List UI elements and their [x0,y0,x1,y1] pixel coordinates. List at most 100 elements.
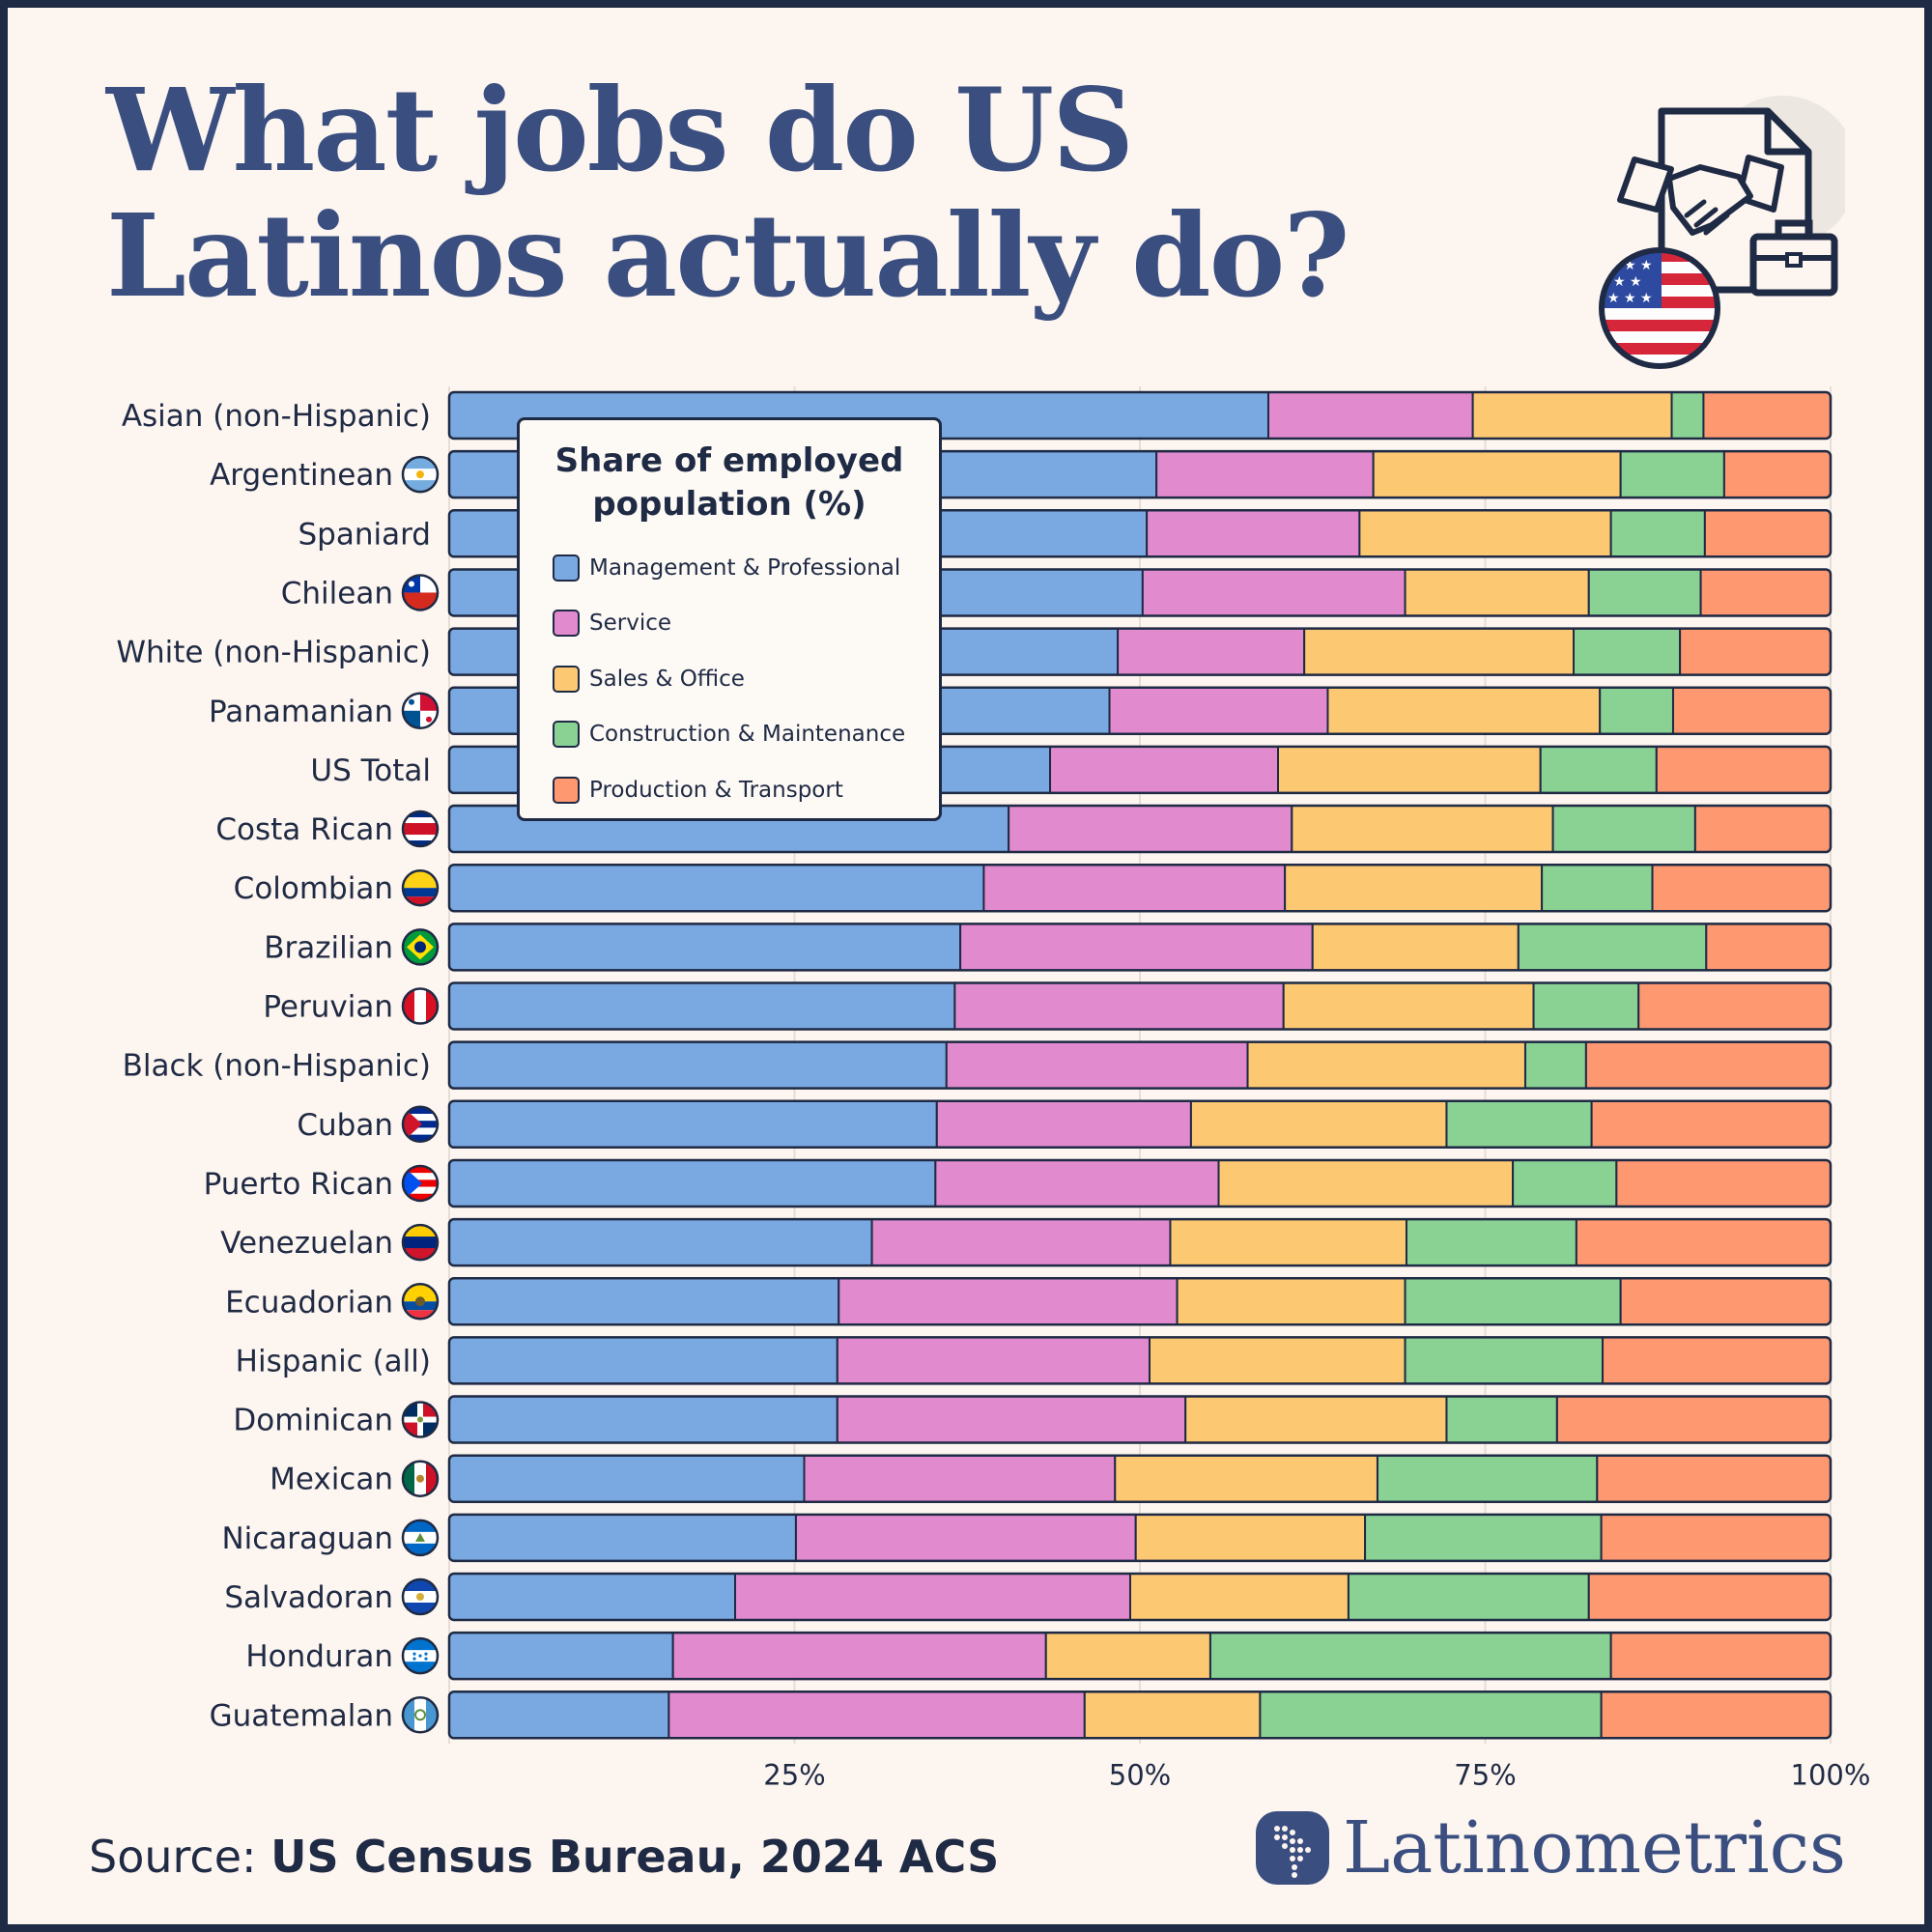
bar-venezuelan-management-professional [449,1219,873,1266]
legend-item-management: Management & Professional [553,540,939,596]
category-label-hispanic-all: Hispanic (all) [236,1344,431,1378]
bar-salvadoran-production-transport [1587,1574,1831,1620]
bar-outline-costa-rican [447,804,1833,854]
bar-costa-rican-construction-maintenance [1551,806,1696,853]
bar-dominican-sales-office [1184,1396,1448,1443]
bar-row-guatemalan [449,1691,1831,1739]
bar-brazilian-sales-office [1311,923,1520,971]
bar-row-mexican [449,1455,1831,1502]
bar-venezuelan-construction-maintenance [1405,1219,1577,1266]
bar-chilean-construction-maintenance [1587,569,1702,616]
bar-row-venezuelan [449,1219,1831,1266]
bar-dominican-production-transport [1555,1396,1831,1443]
bar-outline-puerto-rican [447,1158,1833,1208]
bar-cuban-sales-office [1189,1100,1448,1148]
svg-text:★ ★: ★ ★ [1613,274,1642,290]
nicaragua-flag-icon [401,1519,440,1557]
legend-item-service: Service [553,596,939,652]
bar-peruvian-production-transport [1637,982,1831,1030]
bar-row-cuban [449,1100,1831,1148]
bar-black-non-hispanic-management-professional [449,1041,948,1089]
bar-outline-honduran [447,1631,1833,1681]
category-label-mexican: Mexican [270,1463,393,1497]
bar-puerto-rican-service [934,1159,1220,1207]
svg-text:★ ★ ★: ★ ★ ★ [1607,291,1653,306]
bar-cuban-production-transport [1590,1100,1831,1148]
bar-brazilian-service [959,923,1314,971]
bar-outline-black-non-hispanic [447,1040,1833,1090]
bar-peruvian-construction-maintenance [1532,982,1640,1030]
category-label-dominican: Dominican [233,1404,393,1438]
category-label-salvadoran: Salvadoran [224,1580,393,1615]
bar-white-non-hispanic-production-transport [1679,628,1831,675]
bar-row-salvadoran [449,1574,1831,1620]
chile-flag-icon [401,574,440,611]
bar-outline-asian-non-hispanic [447,390,1833,440]
category-label-panamanian: Panamanian [209,695,393,729]
bar-spaniard-sales-office [1358,510,1612,557]
legend-label-service: Service [589,611,672,637]
category-label-guatemalan: Guatemalan [210,1698,393,1733]
bar-panamanian-sales-office [1326,687,1602,734]
bar-asian-non-hispanic-production-transport [1702,392,1831,439]
bar-ecuadorian-production-transport [1619,1278,1831,1325]
bar-chilean-production-transport [1699,569,1831,616]
category-label-spaniard: Spaniard [298,517,432,552]
bar-guatemalan-production-transport [1600,1691,1831,1739]
bar-mexican-production-transport [1596,1455,1831,1502]
bar-row-peruvian [449,982,1831,1030]
bar-argentinean-sales-office [1372,451,1622,498]
legend-swatch-construction [553,721,580,749]
argentina-flag-icon [401,455,440,494]
bar-salvadoran-sales-office [1128,1574,1350,1620]
bar-costa-rican-sales-office [1291,806,1554,853]
bar-outline-argentinean [447,449,1833,499]
brazil-flag-icon [401,928,440,966]
bar-brazilian-management-professional [449,923,962,971]
bar-outline-ecuadorian [447,1277,1833,1326]
colombia-flag-icon [401,868,440,907]
bar-argentinean-production-transport [1722,451,1831,498]
bar-outline-dominican [447,1395,1833,1444]
bar-colombian-service [982,865,1287,912]
bar-outline-colombian [447,863,1833,913]
bar-row-hispanic-all [449,1337,1831,1384]
bar-colombian-construction-maintenance [1541,865,1654,912]
x-tick-label: 100% [1791,1758,1871,1791]
bar-brazilian-production-transport [1705,923,1831,971]
category-label-peruvian: Peruvian [263,990,393,1025]
category-label-us-total: US Total [310,753,431,788]
panama-flag-icon [401,692,440,729]
page-title: What jobs do US Latinos actually do? [106,68,1350,319]
x-tick-label: 50% [1109,1758,1171,1791]
bar-us-total-construction-maintenance [1539,746,1658,793]
bar-peruvian-service [953,982,1285,1030]
category-label-honduran: Honduran [245,1639,393,1674]
legend-label-construction: Construction & Maintenance [589,722,906,748]
bar-guatemalan-service [668,1691,1086,1739]
x-tick-label: 75% [1454,1758,1516,1791]
bar-outline-guatemalan [447,1690,1833,1740]
bar-outline-cuban [447,1099,1833,1150]
category-label-asian-non-hispanic: Asian (non-Hispanic) [122,399,431,434]
bar-chilean-service [1141,569,1406,616]
bar-honduran-production-transport [1609,1633,1831,1680]
bar-cuban-construction-maintenance [1445,1100,1593,1148]
bar-white-non-hispanic-service [1117,628,1306,675]
legend-swatch-management [553,554,580,582]
bar-honduran-management-professional [449,1633,674,1680]
bar-mexican-sales-office [1114,1455,1378,1502]
bar-colombian-management-professional [449,865,985,912]
jobs-illustration-icon: ★ ★ ★ ★ ★ ★ ★ ★ [1599,96,1845,369]
legend-title: Share of employed population (%) [554,441,904,524]
category-label-chilean: Chilean [281,576,393,611]
bar-spaniard-construction-maintenance [1609,510,1706,557]
x-tick-label: 25% [763,1758,825,1791]
puerto-rico-flag-icon [401,1164,440,1203]
bar-costa-rican-production-transport [1693,806,1831,853]
bar-venezuelan-sales-office [1169,1219,1407,1266]
bar-peruvian-sales-office [1282,982,1535,1030]
bar-ecuadorian-management-professional [449,1278,840,1325]
bar-guatemalan-construction-maintenance [1259,1691,1603,1739]
